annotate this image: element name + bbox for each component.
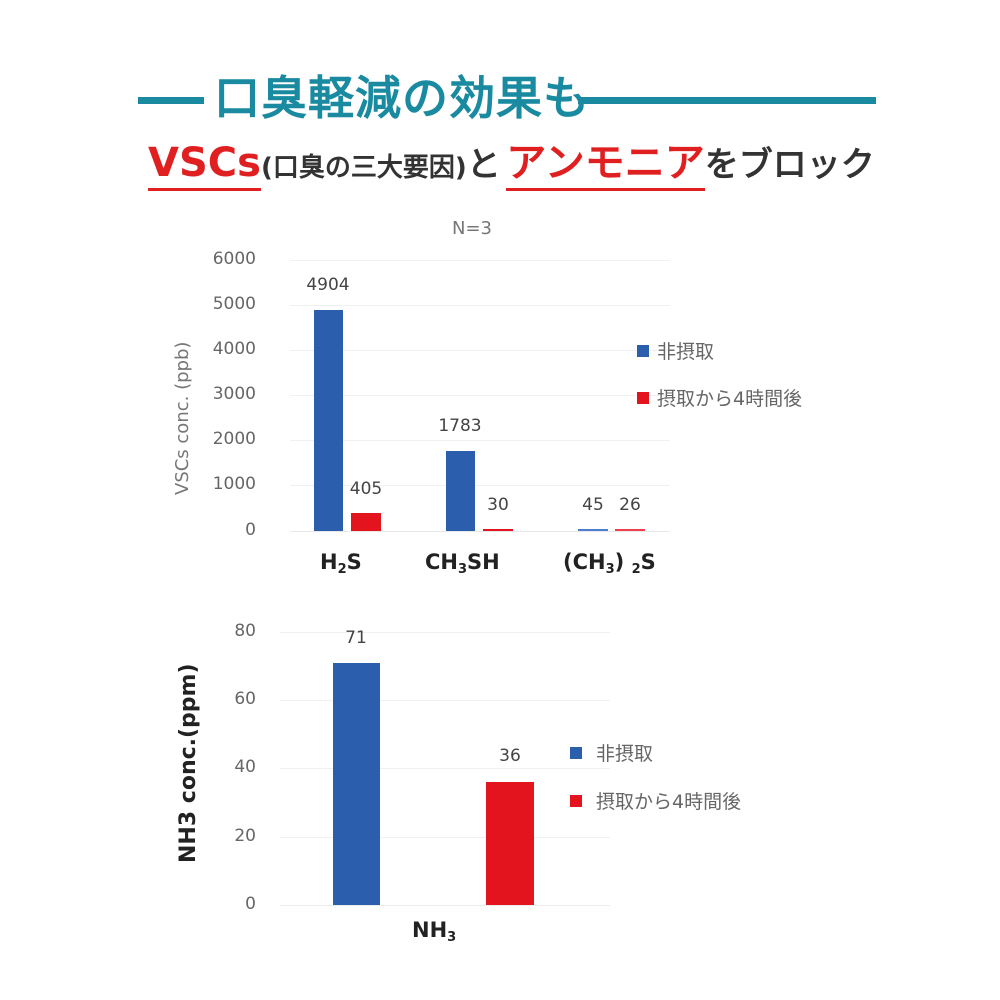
value-label: 30: [487, 495, 509, 515]
x-axis-line: [280, 905, 610, 906]
y-tick: 60: [234, 689, 256, 709]
value-label: 36: [499, 746, 521, 766]
y-tick: 6000: [212, 249, 256, 269]
gridline: [280, 632, 610, 633]
legend-swatch-red: [570, 794, 582, 807]
y-tick: 0: [245, 520, 256, 540]
bar-dms-after-4h: [615, 529, 645, 531]
y-tick: 3000: [212, 384, 256, 404]
legend-item-non-intake: 非摂取: [570, 739, 653, 766]
y-tick: 80: [234, 621, 256, 641]
category-dms: (CH3) 2S: [563, 550, 656, 577]
value-label: 45: [582, 495, 604, 515]
value-label: 1783: [438, 416, 482, 436]
x-axis-line: [290, 531, 670, 532]
value-label: 405: [349, 479, 383, 499]
value-label: 71: [345, 628, 367, 648]
y-tick: 2000: [212, 429, 256, 449]
y-tick: 1000: [212, 474, 256, 494]
chart-n-label: N=3: [452, 218, 492, 239]
bar-ch3sh-non-intake: [446, 451, 475, 531]
y-tick: 4000: [212, 339, 256, 359]
subtitle-ammonia: アンモニア: [506, 140, 705, 191]
bar-dms-non-intake: [578, 529, 608, 531]
y-tick: 20: [234, 826, 256, 846]
subtitle: VSCs(口臭の三大要因)と アンモニアをブロック: [148, 138, 875, 196]
title-decoration-left: [138, 97, 204, 104]
category-nh3: NH3: [412, 918, 457, 945]
category-h2s: H2S: [320, 550, 362, 577]
y-tick: 0: [245, 894, 256, 914]
title-decoration-right: [578, 97, 876, 104]
gridline: [290, 395, 670, 396]
legend-item-after-4h: 摂取から4時間後: [570, 787, 741, 814]
subtitle-and: と: [466, 145, 501, 185]
value-label: 26: [619, 495, 641, 515]
gridline: [290, 485, 670, 486]
bar-ch3sh-after-4h: [483, 529, 513, 531]
gridline: [280, 700, 610, 701]
gridline: [280, 837, 610, 838]
gridline: [290, 260, 670, 261]
legend-swatch-blue: [637, 344, 649, 357]
legend-swatch-red: [637, 391, 649, 404]
legend-item-after-4h: 摂取から4時間後: [637, 384, 802, 411]
legend-swatch-blue: [570, 746, 582, 759]
gridline: [290, 350, 670, 351]
gridline: [280, 768, 610, 769]
bar-h2s-after-4h: [351, 513, 381, 531]
category-ch3sh: CH3SH: [425, 550, 500, 577]
subtitle-note: (口臭の三大要因): [260, 153, 467, 183]
bar-nh3-after-4h: [486, 782, 534, 905]
value-label: 4904: [306, 275, 350, 295]
subtitle-block: をブロック: [704, 145, 875, 185]
page-title: 口臭軽減の効果も: [214, 71, 590, 125]
bar-h2s-non-intake: [314, 310, 343, 531]
subtitle-vscs: VSCs: [148, 140, 261, 191]
y-tick: 5000: [212, 294, 256, 314]
y-axis-label: VSCs conc. (ppb): [172, 341, 193, 495]
gridline: [290, 305, 670, 306]
legend-item-non-intake: 非摂取: [637, 337, 714, 364]
y-tick: 40: [234, 757, 256, 777]
bar-nh3-non-intake: [333, 663, 380, 905]
gridline: [290, 440, 670, 441]
